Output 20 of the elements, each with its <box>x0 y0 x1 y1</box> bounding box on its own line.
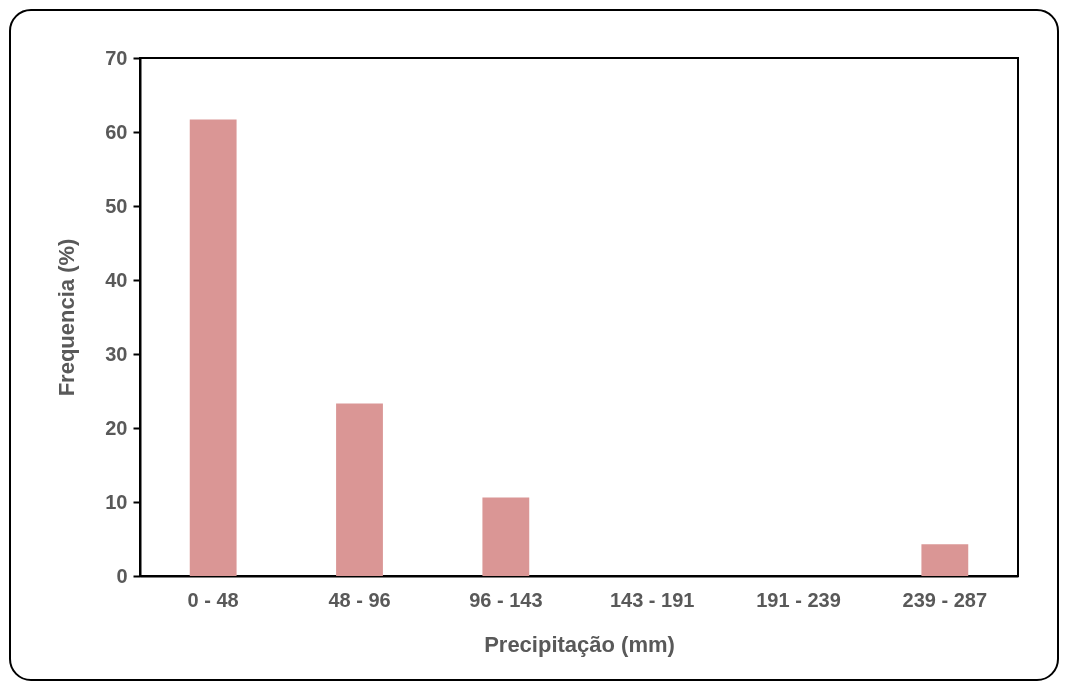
y-tick-label: 10 <box>105 490 128 513</box>
bar <box>189 119 237 576</box>
x-axis-title: Precipitação (mm) <box>484 631 675 657</box>
y-tick-label: 20 <box>105 416 128 439</box>
y-tick-label: 60 <box>105 120 128 143</box>
y-tick-label: 30 <box>105 342 128 365</box>
x-tick-label: 0 - 48 <box>187 588 239 611</box>
x-tick-label: 48 - 96 <box>328 588 391 611</box>
x-tick-label: 239 - 287 <box>902 588 988 611</box>
y-tick-label: 40 <box>105 268 128 291</box>
y-tick-label: 70 <box>105 46 128 69</box>
bar <box>482 497 530 576</box>
y-tick-label: 0 <box>116 564 128 587</box>
x-tick-label: 96 - 143 <box>469 588 543 611</box>
bar <box>336 403 383 576</box>
x-tick-label: 143 - 191 <box>609 588 695 611</box>
x-tick-label: 191 - 239 <box>756 588 841 611</box>
bar <box>921 544 969 576</box>
y-tick-label: 50 <box>105 194 128 217</box>
y-axis-title: Frequencia (%) <box>54 238 80 397</box>
